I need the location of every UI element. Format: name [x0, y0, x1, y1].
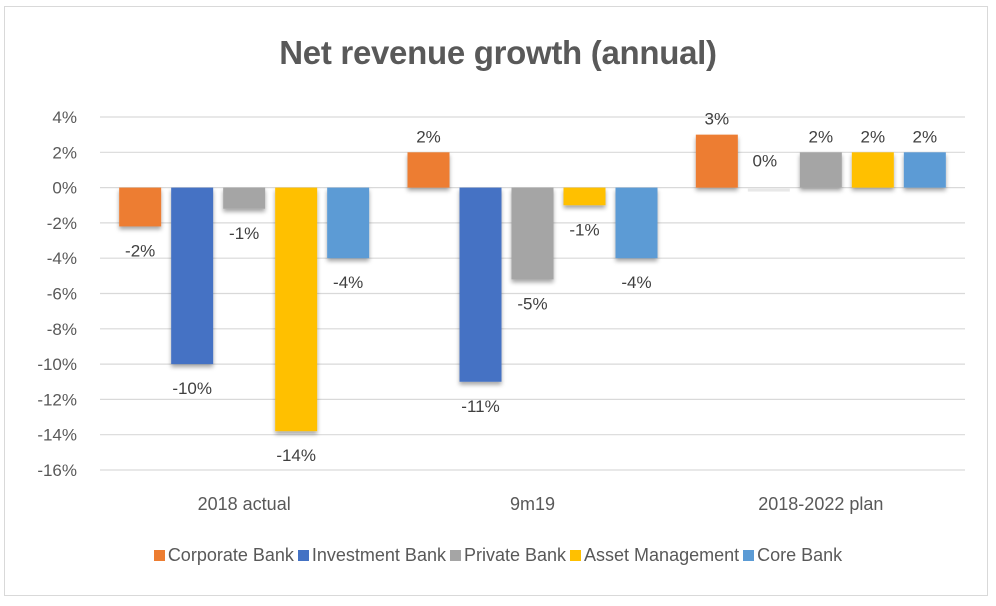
legend-item: Private Bank [449, 545, 567, 566]
bar-corporate-bank [695, 134, 738, 188]
data-label: -4% [621, 273, 651, 292]
legend-label: Investment Bank [311, 545, 446, 565]
y-tick-label: -10% [37, 355, 77, 374]
legend-label: Asset Management [584, 545, 740, 565]
bar-private-bank [799, 152, 842, 188]
y-tick-label: -6% [47, 285, 77, 304]
data-label: 2% [913, 127, 938, 146]
data-label: -14% [276, 446, 316, 465]
data-label: -11% [461, 397, 499, 416]
bar-asset-management [275, 187, 318, 432]
bar-core-bank [327, 187, 370, 259]
bar-corporate-bank [407, 152, 450, 188]
y-tick-label: -4% [47, 249, 77, 268]
bar-investment-bank [747, 188, 790, 192]
legend-swatch [449, 550, 461, 561]
legend-swatch [570, 550, 582, 561]
legend-item: Asset Management [570, 545, 739, 566]
data-label: -2% [125, 241, 155, 260]
bar-private-bank [223, 187, 266, 209]
legend-label: Core Bank [757, 545, 843, 565]
legend-swatch [297, 550, 309, 561]
data-label: 2% [861, 127, 886, 146]
bar-asset-management [851, 152, 894, 188]
chart-title: Net revenue growth (annual) [279, 34, 717, 71]
legend-swatch [153, 550, 165, 561]
bar-corporate-bank [119, 187, 162, 227]
y-tick-label: 0% [52, 179, 77, 198]
data-label: 2% [809, 127, 834, 146]
data-label: 3% [705, 110, 730, 129]
legend-item: Investment Bank [297, 545, 446, 566]
data-label: -5% [517, 294, 547, 313]
data-label: -1% [569, 220, 599, 239]
data-label: -4% [333, 273, 363, 292]
chart-legend: Corporate Bank Investment Bank Private Ban… [0, 545, 996, 566]
bar-asset-management [563, 187, 606, 206]
x-category-label: 2018 actual [198, 494, 291, 514]
data-label: 2% [416, 127, 441, 146]
y-tick-label: -14% [37, 426, 77, 445]
bar-investment-bank [171, 187, 214, 365]
legend-item: Core Bank [743, 545, 842, 566]
y-tick-label: -8% [47, 320, 77, 339]
legend-item: Corporate Bank [153, 545, 294, 566]
y-tick-label: -12% [37, 390, 77, 409]
legend-swatch [743, 550, 755, 561]
data-label: -10% [172, 379, 212, 398]
data-label: -1% [229, 224, 259, 243]
y-tick-label: -2% [47, 214, 77, 233]
legend-label: Private Bank [463, 545, 567, 565]
y-tick-label: 2% [52, 143, 77, 162]
data-label: 0% [753, 152, 778, 171]
x-category-label: 9m19 [510, 494, 555, 514]
bar-core-bank [903, 152, 946, 188]
legend-label: Corporate Bank [167, 545, 294, 565]
bar-core-bank [615, 187, 658, 259]
x-category-label: 2018-2022 plan [758, 494, 883, 514]
bar-private-bank [511, 187, 554, 280]
y-tick-label: -16% [37, 461, 77, 480]
y-tick-label: 4% [52, 108, 77, 127]
bar-investment-bank [459, 187, 502, 382]
